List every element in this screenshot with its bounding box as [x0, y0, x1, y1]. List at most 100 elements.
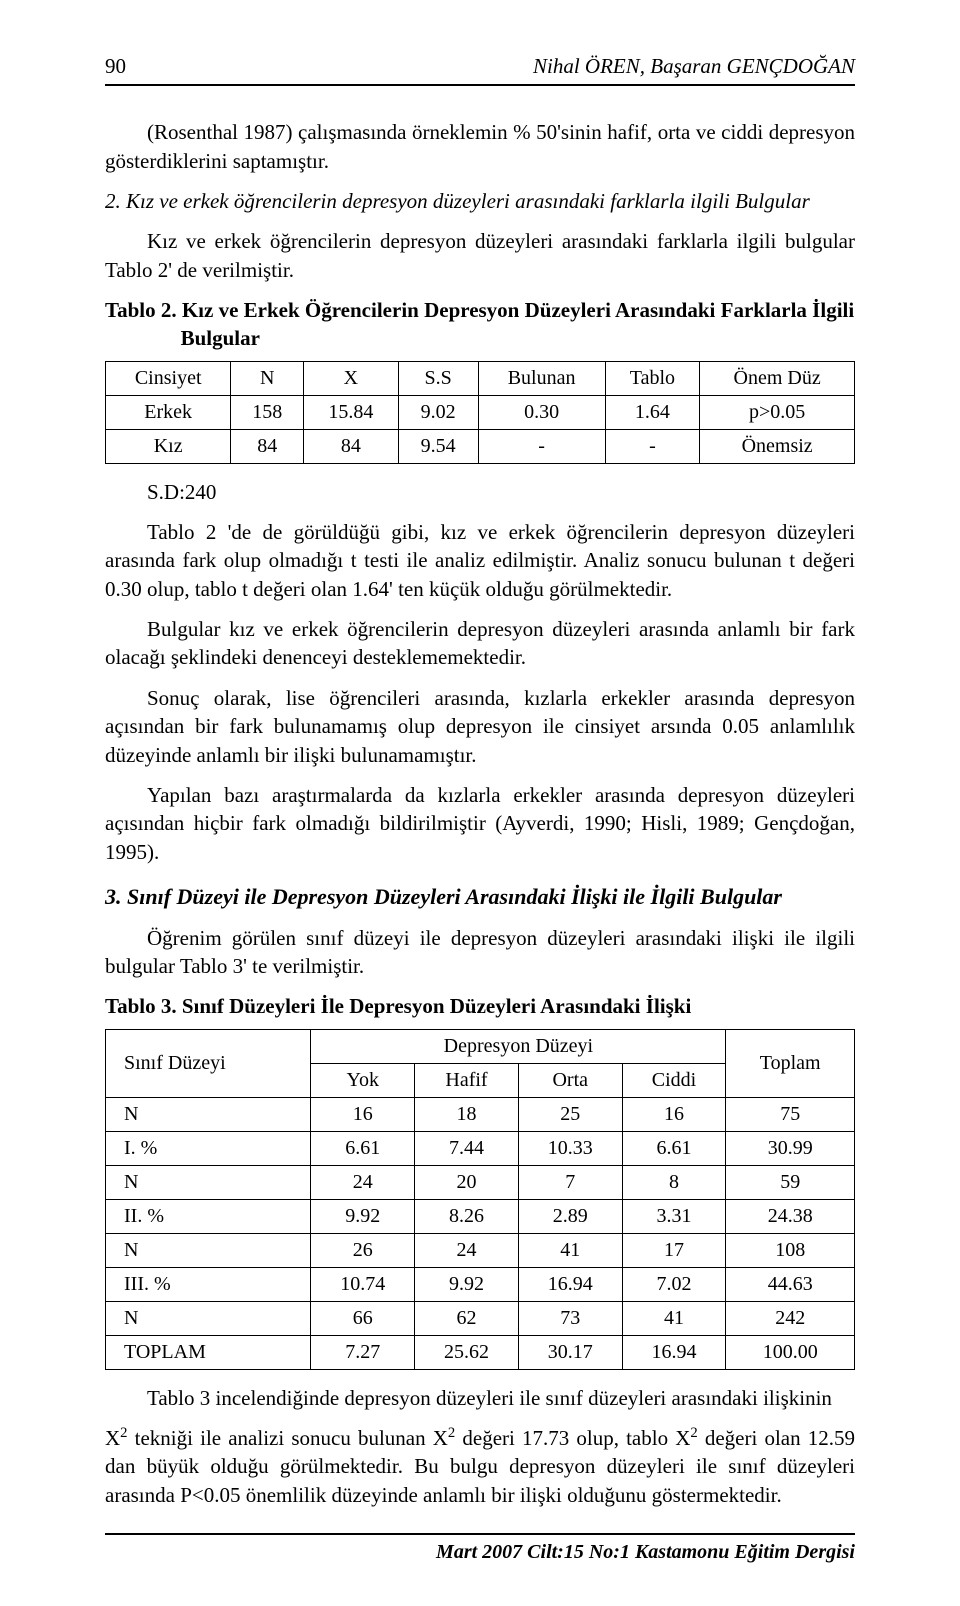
cell: 10.33	[518, 1131, 622, 1165]
x-text: değeri 17.73 olup, tablo X	[455, 1426, 690, 1450]
sub-header: Orta	[518, 1063, 622, 1097]
intro-paragraph: (Rosenthal 1987) çalışmasında örneklemin…	[105, 118, 855, 175]
row-label: N	[106, 1165, 311, 1199]
col-header: Cinsiyet	[106, 361, 231, 395]
cell: 100.00	[726, 1335, 855, 1369]
row-label: N	[106, 1233, 311, 1267]
cell: 7.02	[622, 1267, 726, 1301]
cell: 30.99	[726, 1131, 855, 1165]
cell: 17	[622, 1233, 726, 1267]
table-2-caption: Tablo 2. Kız ve Erkek Öğrencilerin Depre…	[105, 296, 855, 353]
col-header: N	[231, 361, 304, 395]
table-3-caption-prefix: Tablo 3.	[105, 994, 177, 1018]
cell: 7.27	[311, 1335, 415, 1369]
page-header: 90 Nihal ÖREN, Başaran GENÇDOĞAN	[105, 52, 855, 80]
page-author: Nihal ÖREN, Başaran GENÇDOĞAN	[533, 52, 855, 80]
table-row: N 16 18 25 16 75	[106, 1097, 855, 1131]
analysis-paragraph: Yapılan bazı araştırmalarda da kızlarla …	[105, 781, 855, 866]
cell: 18	[415, 1097, 519, 1131]
footer-rule	[105, 1533, 855, 1535]
cell: 1.64	[605, 395, 700, 429]
cell: 59	[726, 1165, 855, 1199]
col-header: S.S	[398, 361, 478, 395]
sub-header: Ciddi	[622, 1063, 726, 1097]
cell: 41	[518, 1233, 622, 1267]
cell: 16.94	[518, 1267, 622, 1301]
cell: 3.31	[622, 1199, 726, 1233]
table-row: Sınıf Düzeyi Depresyon Düzeyi Toplam	[106, 1029, 855, 1063]
cell: 84	[304, 429, 398, 463]
table-row: Erkek 158 15.84 9.02 0.30 1.64 p>0.05	[106, 395, 855, 429]
section-3-paragraph: Öğrenim görülen sınıf düzeyi ile depresy…	[105, 924, 855, 981]
table-2-caption-text: Kız ve Erkek Öğrencilerin Depresyon Düze…	[181, 298, 855, 350]
cell: 8	[622, 1165, 726, 1199]
closing-paragraph-2: X2 tekniği ile analizi sonucu bulunan X2…	[105, 1424, 855, 1509]
cell: 158	[231, 395, 304, 429]
row-header-top: Sınıf Düzeyi	[106, 1029, 311, 1097]
cell: Kız	[106, 429, 231, 463]
closing-paragraph-1: Tablo 3 incelendiğinde depresyon düzeyle…	[105, 1384, 855, 1412]
cell: Önemsiz	[700, 429, 855, 463]
col-header: Tablo	[605, 361, 700, 395]
cell: 0.30	[478, 395, 605, 429]
section-3-heading: 3. Sınıf Düzeyi ile Depresyon Düzeyleri …	[105, 882, 855, 912]
cell: 66	[311, 1301, 415, 1335]
table-row: II. % 9.92 8.26 2.89 3.31 24.38	[106, 1199, 855, 1233]
cell: 30.17	[518, 1335, 622, 1369]
cell: Erkek	[106, 395, 231, 429]
analysis-paragraph: Sonuç olarak, lise öğrencileri arasında,…	[105, 684, 855, 769]
cell: 24.38	[726, 1199, 855, 1233]
row-label: III. %	[106, 1267, 311, 1301]
analysis-paragraph: Tablo 2 'de de görüldüğü gibi, kız ve er…	[105, 518, 855, 603]
table-3-caption-text: Sınıf Düzeyleri İle Depresyon Düzeyleri …	[182, 994, 691, 1018]
table-row: Kız 84 84 9.54 - - Önemsiz	[106, 429, 855, 463]
cell: 16.94	[622, 1335, 726, 1369]
page-footer: Mart 2007 Cilt:15 No:1 Kastamonu Eğitim …	[105, 1539, 855, 1566]
cell: 44.63	[726, 1267, 855, 1301]
table-row: I. % 6.61 7.44 10.33 6.61 30.99	[106, 1131, 855, 1165]
cell: 25	[518, 1097, 622, 1131]
total-header: Toplam	[726, 1029, 855, 1097]
cell: 9.92	[415, 1267, 519, 1301]
sub-header: Yok	[311, 1063, 415, 1097]
table-3: Sınıf Düzeyi Depresyon Düzeyi Toplam Yok…	[105, 1029, 855, 1370]
group-header: Depresyon Düzeyi	[311, 1029, 726, 1063]
cell: 2.89	[518, 1199, 622, 1233]
table-2: Cinsiyet N X S.S Bulunan Tablo Önem Düz …	[105, 361, 855, 464]
row-label: TOPLAM	[106, 1335, 311, 1369]
cell: 16	[311, 1097, 415, 1131]
cell: 9.92	[311, 1199, 415, 1233]
analysis-paragraph: Bulgular kız ve erkek öğrencilerin depre…	[105, 615, 855, 672]
cell: 7	[518, 1165, 622, 1199]
table-row: III. % 10.74 9.92 16.94 7.02 44.63	[106, 1267, 855, 1301]
cell: 6.61	[311, 1131, 415, 1165]
page-number: 90	[105, 52, 126, 80]
table-row: TOPLAM 7.27 25.62 30.17 16.94 100.00	[106, 1335, 855, 1369]
cell: 41	[622, 1301, 726, 1335]
row-label: II. %	[106, 1199, 311, 1233]
cell: 24	[311, 1165, 415, 1199]
cell: 15.84	[304, 395, 398, 429]
row-label: N	[106, 1301, 311, 1335]
table-2-caption-prefix: Tablo 2.	[105, 298, 177, 322]
row-label: N	[106, 1097, 311, 1131]
cell: 10.74	[311, 1267, 415, 1301]
cell: p>0.05	[700, 395, 855, 429]
table-row: Cinsiyet N X S.S Bulunan Tablo Önem Düz	[106, 361, 855, 395]
section-2-paragraph: Kız ve erkek öğrencilerin depresyon düze…	[105, 227, 855, 284]
table-row: N 66 62 73 41 242	[106, 1301, 855, 1335]
table-row: N 24 20 7 8 59	[106, 1165, 855, 1199]
x-text: X	[105, 1426, 120, 1450]
cell: 25.62	[415, 1335, 519, 1369]
cell: 24	[415, 1233, 519, 1267]
sub-header: Hafif	[415, 1063, 519, 1097]
header-rule	[105, 84, 855, 86]
cell: 84	[231, 429, 304, 463]
sd-line: S.D:240	[105, 478, 855, 506]
col-header: Bulunan	[478, 361, 605, 395]
cell: 242	[726, 1301, 855, 1335]
sup: 2	[690, 1425, 697, 1441]
cell: 73	[518, 1301, 622, 1335]
cell: 8.26	[415, 1199, 519, 1233]
cell: 9.54	[398, 429, 478, 463]
